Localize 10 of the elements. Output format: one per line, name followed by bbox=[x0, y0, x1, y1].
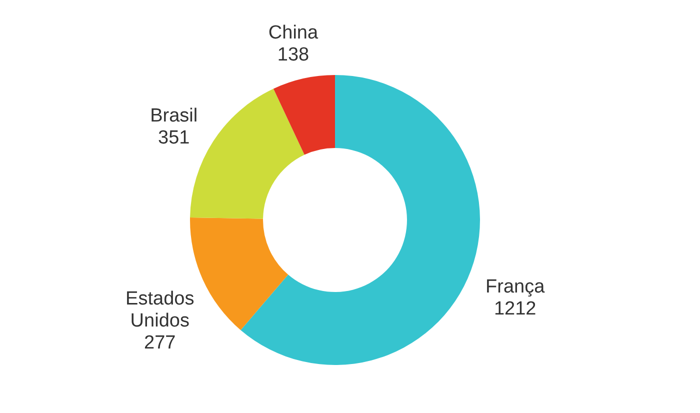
data-label: 1212 bbox=[494, 298, 536, 320]
slice-label: Estados Unidos bbox=[126, 288, 194, 332]
data-label: 277 bbox=[144, 332, 176, 354]
slice-label: China bbox=[268, 22, 318, 44]
data-label: 351 bbox=[158, 128, 190, 149]
donut-slice bbox=[273, 75, 335, 155]
data-label: 138 bbox=[277, 44, 310, 66]
donut-slice bbox=[240, 75, 480, 365]
slice-label: França bbox=[486, 276, 546, 298]
slice-label: Brasil bbox=[150, 106, 198, 127]
